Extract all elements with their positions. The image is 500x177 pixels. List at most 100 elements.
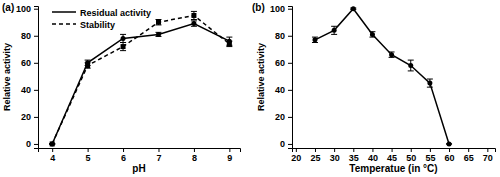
y-tick-label: 20 (21, 112, 31, 122)
marker (85, 63, 90, 68)
error-bar (191, 11, 197, 19)
error-bar-cap (331, 34, 337, 35)
x-tick-mark (487, 148, 488, 152)
y-axis-line (34, 7, 39, 149)
x-tick: 30 (330, 148, 340, 163)
y-axis-title: Relative activity (256, 43, 266, 111)
error-bar (155, 32, 161, 36)
x-tick-label: 40 (368, 153, 378, 163)
marker (389, 52, 394, 57)
x-tick-mark (468, 148, 469, 152)
x-tick: 6 (121, 148, 126, 163)
marker (408, 63, 413, 68)
plot-area (49, 11, 232, 146)
x-tick-label: 35 (349, 153, 359, 163)
x-tick-mark (296, 148, 297, 152)
x-axis-title: pH (132, 163, 145, 174)
error-bar-cap (120, 50, 126, 51)
y-tick: 20 (21, 112, 38, 122)
x-tick: 4 (50, 148, 55, 163)
error-bar-cap (120, 42, 126, 43)
y-tick: 20 (275, 112, 292, 122)
series-line (315, 9, 449, 144)
y-tick: 40 (21, 85, 38, 95)
panel-title: (a) (2, 2, 14, 13)
marker (351, 6, 356, 11)
y-tick: 60 (275, 58, 292, 68)
x-tick-mark (158, 148, 159, 152)
marker (50, 141, 55, 146)
y-tick-mark (34, 9, 38, 10)
x-tick-label: 30 (330, 153, 340, 163)
x-tick-mark (88, 148, 89, 152)
x-tick: 25 (310, 148, 320, 163)
marker (427, 81, 432, 86)
y-tick-mark (34, 117, 38, 118)
error-bar (369, 32, 375, 37)
y-axis: 020406080100 (270, 4, 293, 149)
marker (191, 13, 196, 18)
panel-title: (b) (252, 2, 265, 13)
x-tick-mark (229, 148, 230, 152)
legend-swatch (52, 11, 76, 13)
y-tick-label: 0 (26, 139, 31, 149)
y-tick-mark (34, 144, 38, 145)
y-tick-label: 80 (275, 31, 285, 41)
x-tick-mark (411, 148, 412, 152)
error-bar-cap (408, 70, 414, 71)
y-tick-label: 0 (280, 139, 285, 149)
marker (50, 141, 55, 146)
x-tick-label: 70 (483, 153, 493, 163)
x-tick-label: 60 (445, 153, 455, 163)
x-tick: 5 (86, 148, 91, 163)
x-axis-title: Temperatue (in °C) (349, 163, 437, 174)
x-tick-mark (392, 148, 393, 152)
x-tick: 40 (368, 148, 378, 163)
x-tick: 70 (483, 148, 493, 163)
x-tick-label: 5 (86, 153, 91, 163)
x-tick-mark (430, 148, 431, 152)
x-tick-label: 7 (156, 153, 161, 163)
y-axis-title: Relative activity (2, 43, 12, 111)
y-tick-label: 40 (21, 85, 31, 95)
x-tick-label: 4 (50, 153, 55, 163)
y-tick: 0 (26, 139, 38, 149)
x-tick-label: 55 (425, 153, 435, 163)
marker (156, 32, 161, 37)
error-bar (427, 79, 433, 87)
x-tick: 7 (156, 148, 161, 163)
x-tick: 55 (425, 148, 435, 163)
y-tick: 0 (280, 139, 292, 149)
error-bar-cap (191, 19, 197, 20)
marker (312, 37, 317, 42)
y-tick-label: 40 (275, 85, 285, 95)
error-bar-cap (408, 60, 414, 61)
y-tick-mark (288, 144, 292, 145)
y-axis-line (288, 7, 293, 149)
x-tick-mark (449, 148, 450, 152)
error-bar-cap (427, 87, 433, 88)
x-tick-label: 45 (387, 153, 397, 163)
x-tick: 45 (387, 148, 397, 163)
error-bar-cap (120, 34, 126, 35)
x-tick-mark (334, 148, 335, 152)
y-tick-mark (288, 9, 292, 10)
x-tick-mark (353, 148, 354, 152)
marker (370, 32, 375, 37)
x-tick-mark (194, 148, 195, 152)
marker (156, 20, 161, 25)
y-tick-label: 20 (275, 112, 285, 122)
x-axis: 4 5 6 7 8 9 (39, 148, 241, 163)
y-tick: 80 (21, 31, 38, 41)
legend-label: Residual activity (80, 8, 151, 18)
error-bar (389, 52, 395, 57)
error-bar-cap (226, 37, 232, 38)
y-tick-mark (288, 36, 292, 37)
error-bar (191, 21, 197, 26)
x-tick-mark (372, 148, 373, 152)
x-tick: 9 (227, 148, 232, 163)
x-tick: 8 (192, 148, 197, 163)
marker (332, 28, 337, 33)
panel: 2025303540455055606570020406080100(b)Tem… (252, 2, 496, 174)
x-tick-label: 20 (291, 153, 301, 163)
